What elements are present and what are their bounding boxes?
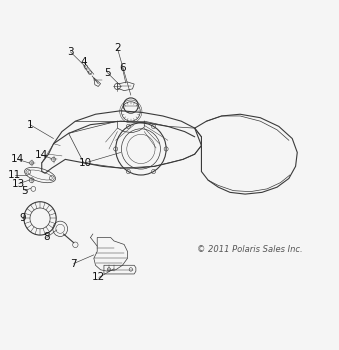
Text: 4: 4 bbox=[80, 57, 87, 67]
Text: 5: 5 bbox=[22, 186, 28, 196]
Text: 11: 11 bbox=[8, 170, 21, 180]
Text: 2: 2 bbox=[114, 43, 121, 53]
Text: © 2011 Polaris Sales Inc.: © 2011 Polaris Sales Inc. bbox=[197, 245, 303, 254]
Text: 6: 6 bbox=[119, 63, 126, 73]
Text: 12: 12 bbox=[92, 272, 105, 282]
Text: 8: 8 bbox=[43, 232, 50, 243]
Text: 9: 9 bbox=[19, 214, 25, 223]
Text: 14: 14 bbox=[35, 150, 48, 160]
Text: 13: 13 bbox=[12, 179, 25, 189]
Text: 5: 5 bbox=[104, 68, 111, 78]
Text: 10: 10 bbox=[79, 158, 92, 168]
Text: 7: 7 bbox=[71, 259, 77, 268]
Text: 3: 3 bbox=[67, 47, 74, 57]
Text: 1: 1 bbox=[27, 120, 33, 130]
Text: 14: 14 bbox=[11, 154, 24, 164]
